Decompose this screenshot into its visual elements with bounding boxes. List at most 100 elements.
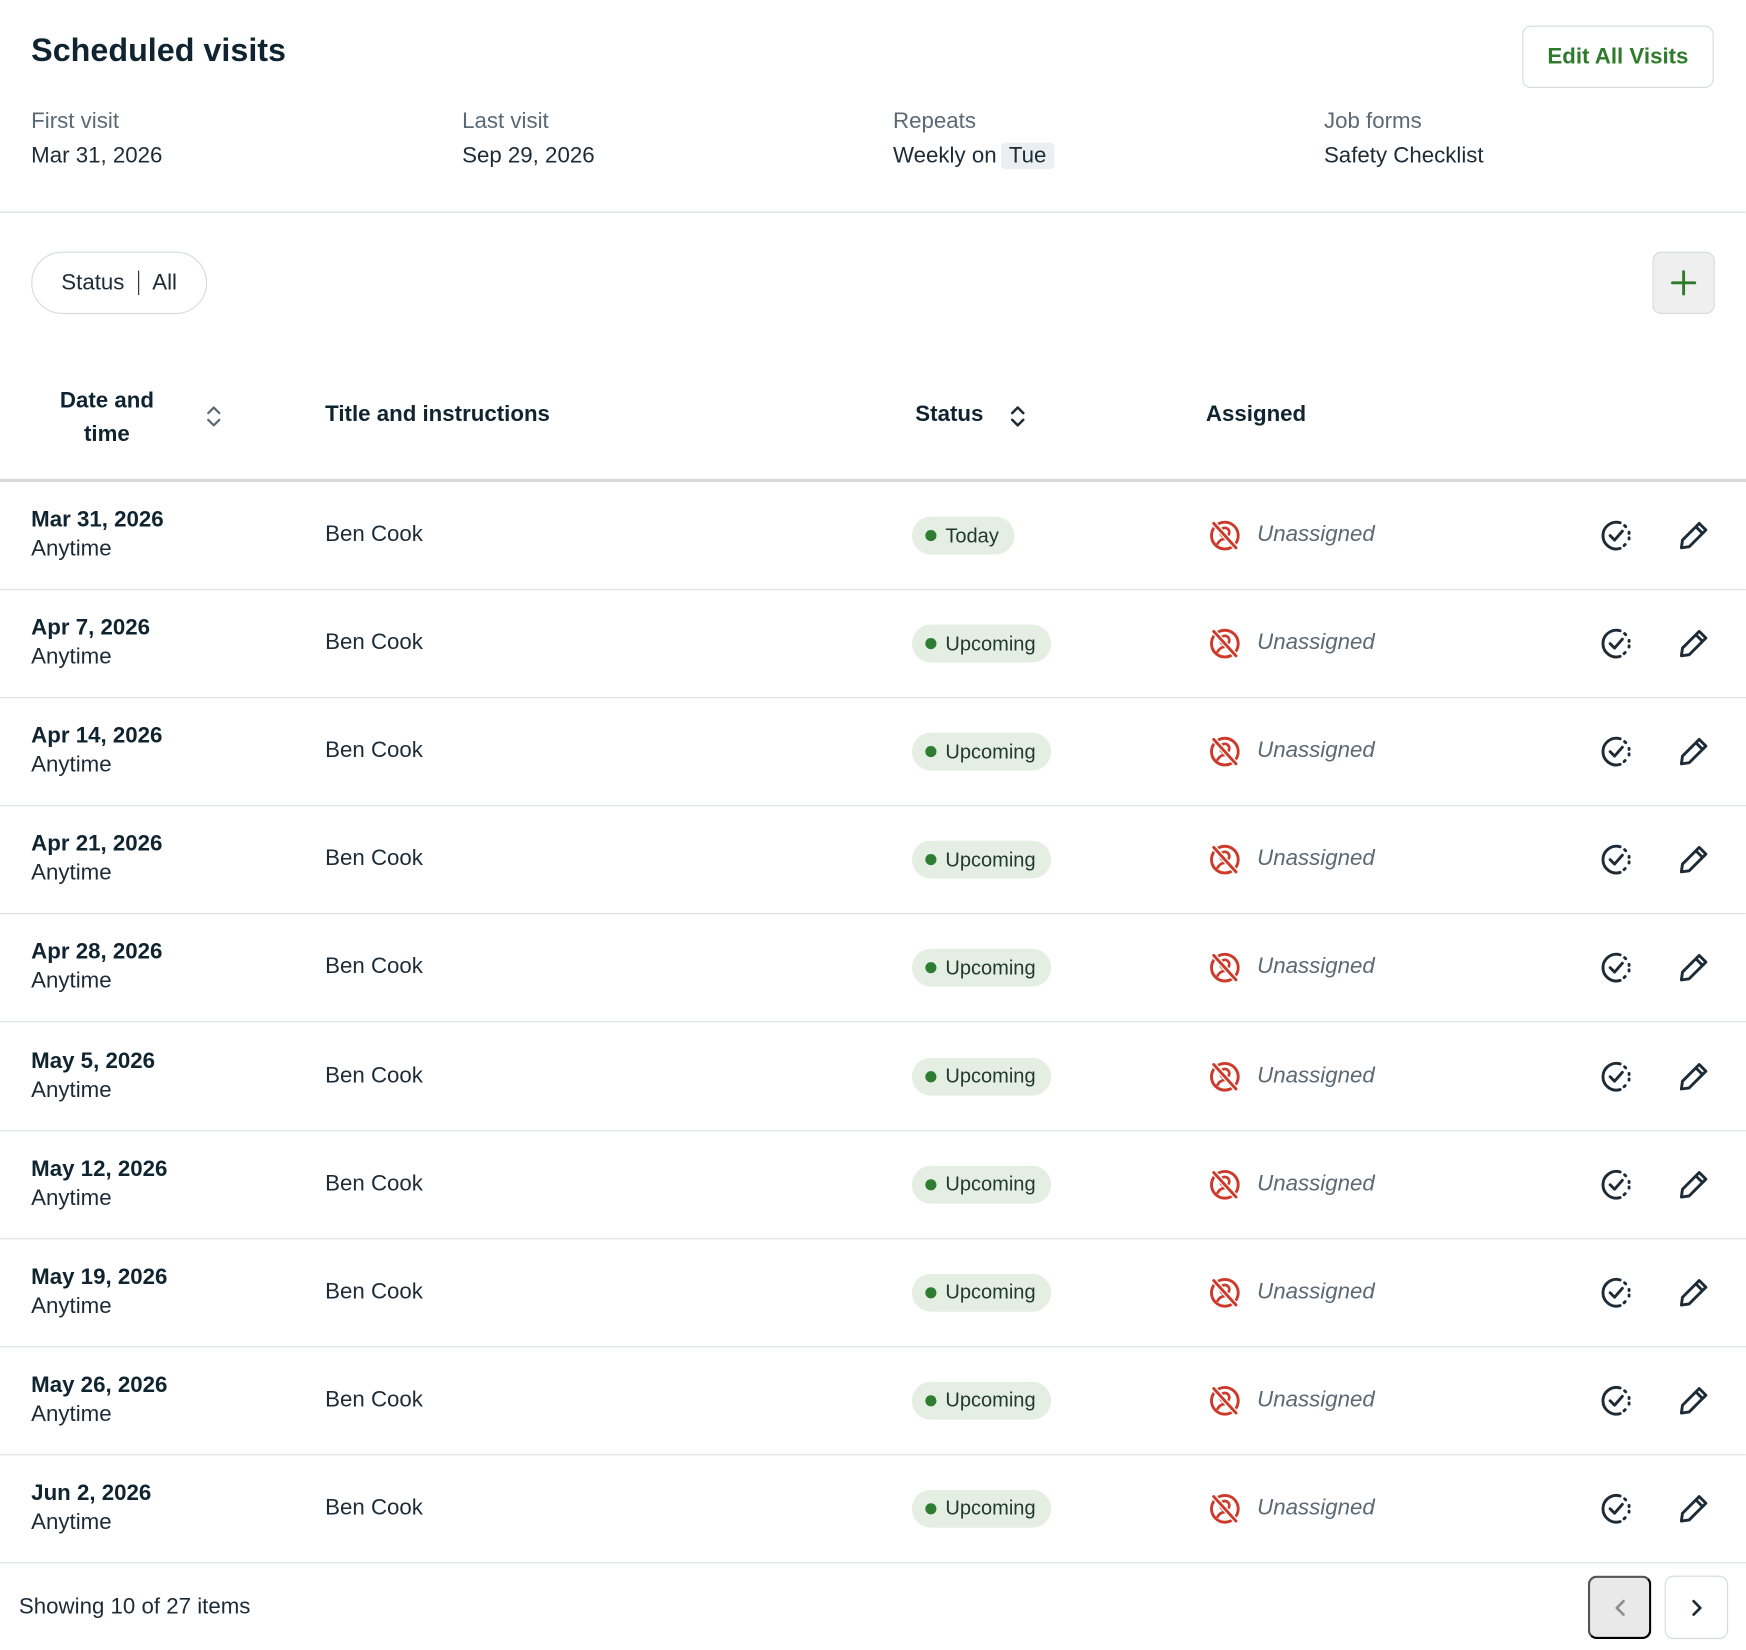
visit-title[interactable]: Ben Cook: [325, 846, 423, 872]
edit-pencil-icon[interactable]: [1676, 1383, 1712, 1419]
edit-pencil-icon[interactable]: [1676, 734, 1712, 770]
status-label: Upcoming: [945, 1280, 1036, 1304]
visit-title[interactable]: Ben Cook: [325, 1279, 423, 1304]
edit-pencil-icon[interactable]: [1676, 950, 1712, 986]
visit-date: Mar 31, 2026: [31, 507, 164, 533]
add-visit-button[interactable]: [1652, 251, 1715, 315]
sort-icon[interactable]: [1008, 403, 1028, 430]
assigned-value[interactable]: Unassigned: [1257, 1279, 1375, 1304]
complete-visit-icon[interactable]: [1599, 1275, 1635, 1311]
last-visit: Last visit Sep 29, 2026: [462, 109, 595, 169]
status-dot: [925, 1394, 937, 1407]
table-row[interactable]: May 19, 2026 Anytime Ben Cook Upcoming U…: [0, 1239, 1746, 1347]
edit-pencil-icon[interactable]: [1676, 1491, 1712, 1527]
edit-pencil-icon[interactable]: [1676, 1166, 1712, 1202]
table-row[interactable]: Apr 21, 2026 Anytime Ben Cook Upcoming U…: [0, 807, 1746, 915]
assigned-value[interactable]: Unassigned: [1257, 1062, 1375, 1088]
complete-visit-icon[interactable]: [1599, 1383, 1635, 1419]
complete-visit-icon[interactable]: [1599, 518, 1635, 554]
visit-date: Jun 2, 2026: [31, 1480, 152, 1506]
unassigned-icon: [1210, 628, 1240, 659]
assigned-value[interactable]: Unassigned: [1257, 738, 1375, 763]
visit-title[interactable]: Ben Cook: [325, 1170, 423, 1196]
status-label: Upcoming: [945, 632, 1036, 655]
status-label: Upcoming: [945, 848, 1036, 871]
page-title: Scheduled visits: [31, 33, 287, 70]
visit-title[interactable]: Ben Cook: [325, 522, 423, 547]
status-badge: Upcoming: [911, 1489, 1052, 1528]
status-label: Today: [945, 523, 999, 547]
edit-pencil-icon[interactable]: [1676, 1275, 1712, 1311]
column-header-date[interactable]: Date and time: [59, 388, 154, 447]
complete-visit-icon[interactable]: [1599, 1166, 1635, 1202]
assigned-value[interactable]: Unassigned: [1257, 1170, 1375, 1196]
edit-pencil-icon[interactable]: [1676, 518, 1712, 554]
first-visit: First visit Mar 31, 2026: [31, 109, 162, 169]
status-label: Upcoming: [945, 1172, 1036, 1195]
status-filter-value: All: [152, 270, 178, 295]
table-row[interactable]: May 5, 2026 Anytime Ben Cook Upcoming Un…: [0, 1023, 1746, 1131]
chevron-right-icon: [1691, 1599, 1702, 1616]
table-row[interactable]: Apr 14, 2026 Anytime Ben Cook Upcoming U…: [0, 698, 1746, 807]
status-dot: [925, 1178, 937, 1190]
complete-visit-icon[interactable]: [1599, 950, 1635, 986]
edit-pencil-icon[interactable]: [1676, 842, 1712, 878]
column-header-status[interactable]: Status: [915, 401, 984, 427]
table-row[interactable]: May 26, 2026 Anytime Ben Cook Upcoming U…: [0, 1347, 1746, 1456]
status-filter[interactable]: Status All: [31, 251, 208, 315]
status-label: Upcoming: [945, 1064, 1036, 1087]
repeats-day-tag: Tue: [1001, 142, 1055, 170]
assigned-value[interactable]: Unassigned: [1257, 522, 1375, 547]
table-row[interactable]: Jun 2, 2026 Anytime Ben Cook Upcoming Un…: [0, 1455, 1746, 1564]
divider: [0, 211, 1746, 213]
edit-pencil-icon[interactable]: [1676, 626, 1712, 662]
status-label: Upcoming: [945, 956, 1036, 979]
visit-title[interactable]: Ben Cook: [325, 954, 423, 980]
complete-visit-icon[interactable]: [1599, 734, 1635, 770]
visit-date: Apr 14, 2026: [31, 723, 163, 749]
status-dot: [925, 854, 937, 866]
visit-title[interactable]: Ben Cook: [325, 630, 423, 655]
status-dot: [925, 746, 937, 758]
status-dot: [925, 1286, 937, 1298]
visit-date: May 5, 2026: [31, 1048, 156, 1073]
unassigned-icon: [1210, 1277, 1240, 1308]
assigned-value[interactable]: Unassigned: [1257, 630, 1375, 655]
status-badge: Upcoming: [911, 1381, 1052, 1420]
visit-date: May 12, 2026: [31, 1156, 168, 1181]
assigned-value[interactable]: Unassigned: [1257, 954, 1375, 980]
unassigned-icon: [1210, 1169, 1240, 1200]
visit-time: Anytime: [31, 1509, 112, 1535]
complete-visit-icon[interactable]: [1599, 1491, 1635, 1527]
visit-title[interactable]: Ben Cook: [325, 738, 423, 763]
table-row[interactable]: Apr 7, 2026 Anytime Ben Cook Upcoming Un…: [0, 590, 1746, 699]
assigned-value[interactable]: Unassigned: [1257, 1495, 1375, 1520]
job-forms: Job forms Safety Checklist: [1324, 109, 1484, 169]
complete-visit-icon[interactable]: [1599, 626, 1635, 662]
complete-visit-icon[interactable]: [1599, 1058, 1635, 1094]
assigned-value[interactable]: Unassigned: [1257, 1387, 1375, 1412]
status-dot: [925, 1070, 937, 1082]
edit-pencil-icon[interactable]: [1676, 1058, 1712, 1094]
visit-title[interactable]: Ben Cook: [325, 1062, 423, 1088]
visit-date: Apr 28, 2026: [31, 940, 163, 965]
visit-time: Anytime: [31, 536, 112, 562]
unassigned-icon: [1210, 737, 1240, 767]
table-row[interactable]: Apr 28, 2026 Anytime Ben Cook Upcoming U…: [0, 915, 1746, 1023]
table-row[interactable]: Mar 31, 2026 Anytime Ben Cook Today Unas…: [0, 482, 1746, 591]
assigned-value[interactable]: Unassigned: [1257, 846, 1375, 872]
edit-all-visits-button[interactable]: Edit All Visits: [1522, 25, 1714, 88]
previous-page-button[interactable]: [1587, 1575, 1652, 1640]
table-row[interactable]: May 12, 2026 Anytime Ben Cook Upcoming U…: [0, 1131, 1746, 1239]
next-page-button[interactable]: [1664, 1575, 1729, 1640]
visit-title[interactable]: Ben Cook: [325, 1495, 423, 1520]
visit-title[interactable]: Ben Cook: [325, 1387, 423, 1412]
status-label: Upcoming: [945, 740, 1036, 763]
repeats-value: Weekly on: [893, 143, 997, 169]
status-badge: Upcoming: [911, 732, 1052, 771]
visit-date: Apr 7, 2026: [31, 615, 151, 641]
complete-visit-icon[interactable]: [1599, 842, 1635, 878]
column-header-assigned: Assigned: [1205, 401, 1307, 427]
sort-icon[interactable]: [204, 403, 224, 430]
